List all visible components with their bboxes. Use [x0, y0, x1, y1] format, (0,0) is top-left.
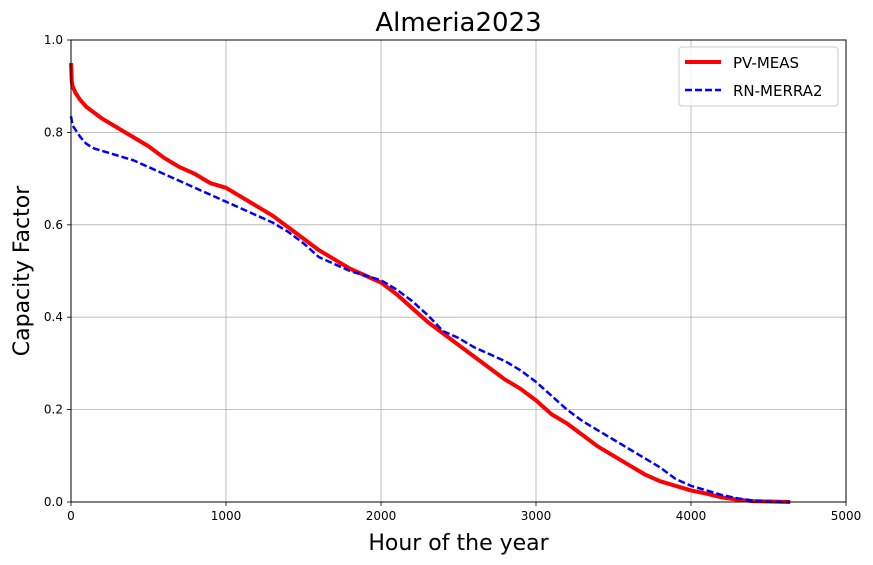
y-tick-label: 0.2: [44, 403, 63, 417]
y-tick-label: 1.0: [44, 33, 63, 47]
chart-title: Almeria2023: [375, 8, 541, 38]
y-tick-label: 0.6: [44, 218, 63, 232]
x-tick-label: 0: [67, 509, 75, 523]
x-axis-label: Hour of the year: [368, 531, 549, 556]
x-tick-label: 3000: [521, 509, 552, 523]
x-axis-ticks: 0 1000 2000 3000 4000 5000: [67, 502, 861, 523]
y-axis-label: Capacity Factor: [10, 185, 35, 356]
series-line-pv-meas: [69, 63, 791, 504]
x-tick-label: 1000: [211, 509, 242, 523]
y-tick-label: 0.4: [44, 310, 63, 324]
y-axis-ticks: 0.0 0.2 0.4 0.6 0.8 1.0: [44, 33, 71, 509]
legend-label-rn-merra2: RN-MERRA2: [733, 82, 823, 100]
plot-frame: [70, 39, 847, 503]
x-tick-label: 5000: [831, 509, 862, 523]
x-tick-label: 4000: [676, 509, 707, 523]
series-line-rn-merra2: [69, 116, 791, 504]
y-tick-label: 0.8: [44, 125, 63, 139]
grid: [70, 39, 847, 503]
legend: PV-MEAS RN-MERRA2: [678, 46, 839, 107]
x-tick-label: 2000: [366, 509, 397, 523]
legend-label-pv-meas: PV-MEAS: [733, 54, 799, 72]
series-layer: [69, 63, 791, 504]
y-tick-label: 0.0: [44, 495, 63, 509]
